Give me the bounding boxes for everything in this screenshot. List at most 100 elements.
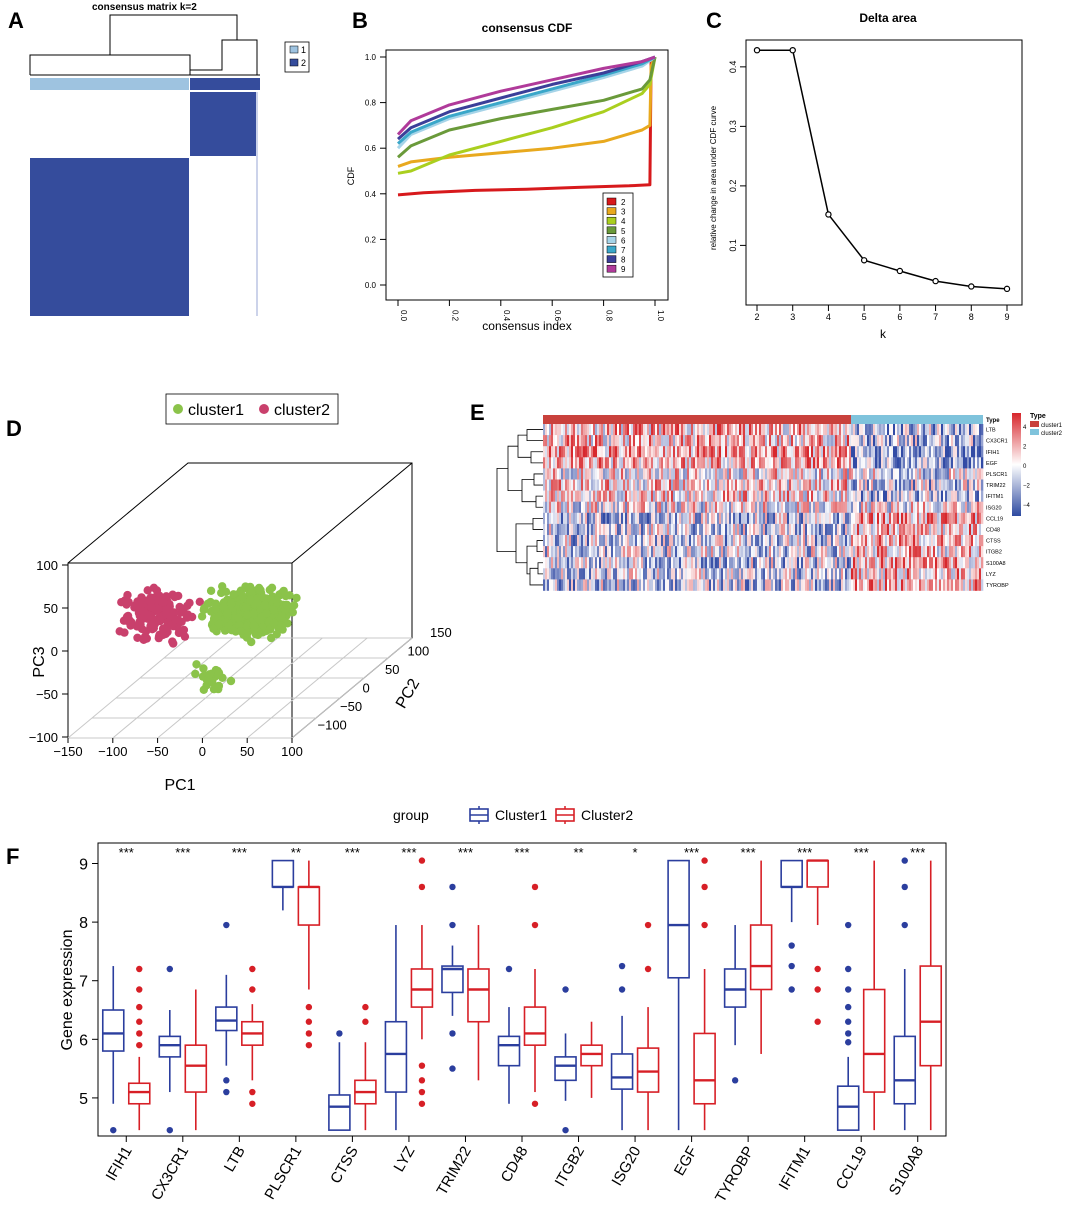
heatmap-cell: [631, 457, 634, 469]
heatmap-cell: [631, 523, 634, 536]
heatmap-cell: [839, 535, 842, 547]
heatmap-cell: [719, 523, 722, 536]
panel-a-annotation-cluster1: [30, 78, 189, 90]
chart-c-series: [753, 46, 1011, 293]
heatmap-cell: [977, 424, 980, 436]
heatmap-cell: [891, 523, 894, 536]
heatmap-cell: [877, 523, 880, 536]
heatmap-cell: [953, 546, 956, 558]
heatmap-cell: [961, 424, 964, 436]
heatmap-cell: [907, 468, 910, 480]
heatmap-cell: [855, 546, 858, 558]
heatmap-cell: [765, 468, 768, 480]
heatmap-cell: [901, 523, 904, 536]
heatmap-cell: [819, 512, 822, 525]
heatmap-cell: [619, 501, 622, 514]
heatmap-cell: [815, 479, 818, 491]
heatmap-cell: [559, 446, 562, 458]
heatmap-cell: [743, 535, 746, 547]
heatmap-cell: [763, 579, 766, 591]
heatmap-cell: [645, 457, 648, 469]
heatmap-cell: [677, 457, 680, 469]
heatmap-cell: [869, 579, 872, 591]
heatmap-cell: [617, 446, 620, 458]
heatmap-scale-tick-label: 0: [1023, 464, 1027, 470]
heatmap-cell: [809, 557, 812, 569]
heatmap-cell: [685, 424, 688, 436]
heatmap-cell: [659, 457, 662, 469]
heatmap-cell: [613, 523, 616, 536]
heatmap-cell: [585, 424, 588, 436]
heatmap-cell: [907, 479, 910, 491]
heatmap-cell: [593, 457, 596, 469]
heatmap-cell: [635, 479, 638, 491]
heatmap-cell: [617, 479, 620, 491]
heatmap-cell: [825, 490, 828, 502]
pca-point-cluster2: [143, 586, 152, 595]
heatmap-cell: [925, 568, 928, 580]
heatmap-cell: [701, 457, 704, 469]
heatmap-cell: [655, 512, 658, 525]
heatmap-cell: [713, 479, 716, 491]
heatmap-cell: [697, 568, 700, 580]
heatmap-cell: [809, 424, 812, 436]
heatmap-cell: [781, 424, 784, 436]
heatmap-cell: [909, 479, 912, 491]
pca-point-cluster2: [147, 602, 156, 612]
pca-point-cluster1: [192, 660, 201, 669]
heatmap-cell: [611, 523, 614, 536]
heatmap-cell: [685, 512, 688, 525]
heatmap-cell: [685, 568, 688, 580]
heatmap-cell: [773, 568, 776, 580]
heatmap-cell: [971, 490, 974, 502]
heatmap-cell: [595, 512, 598, 525]
heatmap-cell: [749, 435, 752, 447]
heatmap-cell: [895, 523, 898, 536]
heatmap-cell: [623, 479, 626, 491]
heatmap-cell: [905, 579, 908, 591]
heatmap-cell: [693, 435, 696, 447]
heatmap-cell: [951, 435, 954, 447]
heatmap-cell: [761, 457, 764, 469]
heatmap-cell: [589, 501, 592, 514]
heatmap-cell: [717, 435, 720, 447]
heatmap-cell: [913, 501, 916, 514]
heatmap-cell: [677, 579, 680, 591]
heatmap-cell: [921, 535, 924, 547]
heatmap-cell: [717, 490, 720, 502]
heatmap-cell: [785, 479, 788, 491]
heatmap-cell: [613, 501, 616, 514]
heatmap-cell: [729, 568, 732, 580]
chart-c-x-tick-label: 2: [754, 312, 759, 322]
heatmap-cell: [929, 446, 932, 458]
heatmap-cell: [645, 435, 648, 447]
heatmap-cell: [601, 446, 604, 458]
chart-b-legend-label: 6: [621, 236, 626, 245]
heatmap-cell: [771, 457, 774, 469]
heatmap-cell: [871, 523, 874, 536]
heatmap-cell: [569, 435, 572, 447]
box-outlier: [531, 1100, 539, 1107]
heatmap-cell: [579, 424, 582, 436]
heatmap-cell: [965, 501, 968, 514]
heatmap-cell: [775, 535, 778, 547]
box-outlier: [136, 1003, 143, 1011]
heatmap-cell: [657, 424, 660, 436]
heatmap-cell: [543, 512, 546, 525]
heatmap-cell: [711, 501, 714, 514]
heatmap-cell: [835, 435, 838, 447]
heatmap-cell: [661, 490, 664, 502]
heatmap-cell: [775, 546, 778, 558]
heatmap-gene-label: TYROBP: [986, 583, 1009, 589]
heatmap-cell: [665, 457, 668, 469]
heatmap-cell: [719, 568, 722, 580]
heatmap-cell: [701, 546, 704, 558]
heatmap-cell: [933, 579, 936, 591]
heatmap-cell: [571, 468, 574, 480]
heatmap-cell: [683, 479, 686, 491]
heatmap-cell: [903, 579, 906, 591]
heatmap-cell: [619, 568, 622, 580]
heatmap-cell: [631, 490, 634, 502]
heatmap-cell: [631, 424, 634, 436]
heatmap-cell: [733, 446, 736, 458]
